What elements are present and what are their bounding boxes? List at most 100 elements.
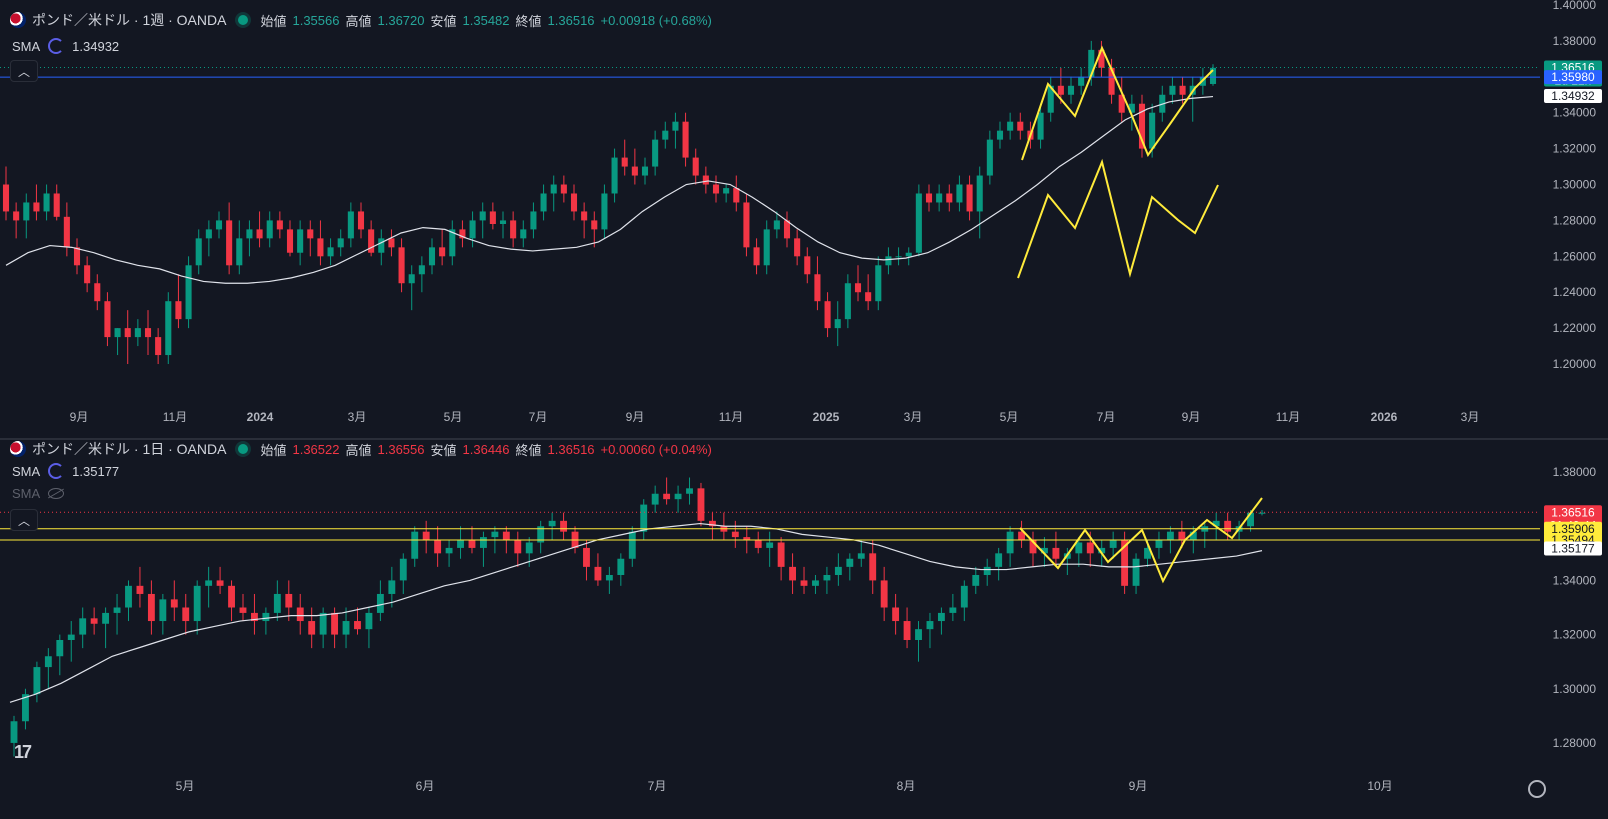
daily-low-value: 1.36446 bbox=[462, 441, 510, 457]
daily-chart-pane[interactable]: 1.380001.360001.340001.320001.300001.280… bbox=[0, 440, 1608, 819]
candle-body bbox=[594, 566, 602, 581]
candle-body bbox=[63, 216, 70, 248]
candle-body bbox=[834, 566, 842, 575]
x-tick-label: 9月 bbox=[1129, 779, 1148, 793]
daily-sma2-legend[interactable]: SMA bbox=[12, 486, 65, 501]
candle-body bbox=[525, 542, 533, 554]
y-tick-label: 1.24000 bbox=[1553, 285, 1597, 299]
candle-body bbox=[144, 328, 152, 338]
gbp-usd-flag-icon bbox=[10, 12, 26, 28]
daily-collapse-legend-button[interactable]: ︿ bbox=[10, 509, 38, 531]
candle-body bbox=[995, 553, 1003, 567]
candle-body bbox=[773, 220, 780, 230]
daily-sma-legend[interactable]: SMA 1.35177 bbox=[12, 463, 119, 479]
candle-body bbox=[723, 188, 730, 194]
candle-body bbox=[1037, 112, 1044, 140]
candle-body bbox=[905, 252, 912, 257]
candle-body bbox=[398, 247, 405, 284]
candle-body bbox=[972, 575, 980, 586]
candle-body bbox=[1067, 85, 1075, 95]
candle-body bbox=[182, 607, 190, 622]
candle-body bbox=[113, 607, 121, 613]
settings-gear-icon[interactable] bbox=[1528, 780, 1546, 798]
zigzag-daily bbox=[1019, 497, 1263, 584]
candle-body bbox=[215, 220, 223, 230]
x-tick-label: 9月 bbox=[1182, 410, 1201, 424]
x-tick-label: 11月 bbox=[1276, 410, 1300, 424]
candle-body bbox=[1052, 547, 1060, 559]
candle-body bbox=[903, 621, 911, 640]
candle-body bbox=[640, 504, 648, 532]
x-tick-label: 9月 bbox=[70, 410, 89, 424]
candle-body bbox=[1138, 103, 1146, 149]
candle-body bbox=[857, 553, 865, 559]
candle-body bbox=[33, 667, 41, 695]
daily-chart-canvas[interactable]: 1.380001.360001.340001.320001.300001.280… bbox=[0, 440, 1608, 819]
y-tick-label: 1.30000 bbox=[1553, 682, 1597, 696]
candle-body bbox=[743, 537, 751, 540]
candle-body bbox=[986, 139, 993, 176]
candle-body bbox=[236, 238, 243, 266]
weekly-chart-pane[interactable]: 1.400001.380001.360001.340001.320001.300… bbox=[0, 0, 1608, 438]
hidden-eye-icon[interactable] bbox=[48, 488, 65, 499]
candle-body bbox=[530, 211, 537, 230]
candle-body bbox=[445, 547, 453, 554]
candle-body bbox=[895, 256, 902, 258]
candle-body bbox=[766, 542, 774, 548]
candle-body bbox=[67, 634, 75, 640]
candle-body bbox=[1047, 85, 1054, 113]
candle-body bbox=[1057, 85, 1064, 95]
zigzag-upper bbox=[1021, 45, 1214, 161]
candle-body bbox=[185, 265, 192, 320]
weekly-symbol-title[interactable]: ポンド／米ドル · 1週 · OANDA bbox=[32, 12, 227, 28]
x-tick-label: 3月 bbox=[348, 410, 367, 424]
gbp-usd-flag-icon bbox=[10, 441, 26, 457]
candle-body bbox=[399, 558, 407, 581]
x-tick-label: 3月 bbox=[904, 410, 923, 424]
candle-body bbox=[754, 539, 762, 548]
weekly-chart-canvas[interactable]: 1.400001.380001.360001.340001.320001.300… bbox=[0, 0, 1608, 438]
candle-body bbox=[43, 193, 50, 212]
candle-body bbox=[925, 193, 933, 203]
weekly-high-value: 1.36720 bbox=[377, 12, 425, 28]
weekly-collapse-legend-button[interactable]: ︿ bbox=[10, 60, 38, 82]
candle-body bbox=[1098, 49, 1105, 68]
candle-body bbox=[763, 229, 770, 266]
daily-open-value: 1.36522 bbox=[292, 441, 340, 457]
candle-body bbox=[960, 585, 968, 608]
y-tick-label: 1.32000 bbox=[1553, 142, 1597, 156]
x-tick-label: 2024 bbox=[247, 410, 274, 424]
candle-body bbox=[266, 220, 273, 239]
chart-background bbox=[0, 0, 1608, 438]
candle-body bbox=[317, 238, 324, 257]
x-tick-label: 3月 bbox=[1461, 410, 1480, 424]
weekly-sma-legend[interactable]: SMA 1.34932 bbox=[12, 38, 119, 54]
candle-body bbox=[327, 247, 334, 257]
candle-body bbox=[90, 618, 98, 624]
candle-body bbox=[56, 640, 64, 657]
candle-body bbox=[136, 585, 144, 594]
candles-group bbox=[2, 40, 1217, 365]
candle-body bbox=[468, 539, 476, 548]
daily-open-label: 始値 bbox=[260, 442, 287, 458]
candle-body bbox=[1108, 67, 1115, 95]
x-tick-label: 10月 bbox=[1367, 779, 1392, 793]
candle-body bbox=[114, 328, 121, 338]
candle-body bbox=[949, 607, 957, 613]
candle-body bbox=[296, 607, 304, 622]
market-open-dot-icon bbox=[238, 444, 249, 454]
tradingview-logo-icon[interactable]: 17 bbox=[14, 742, 32, 762]
chevron-up-icon: ︿ bbox=[17, 64, 30, 79]
pane-divider[interactable] bbox=[0, 438, 1608, 440]
candle-body bbox=[79, 618, 87, 635]
candle-body bbox=[1078, 76, 1085, 86]
daily-symbol-title[interactable]: ポンド／米ドル · 1日 · OANDA bbox=[32, 441, 227, 457]
candle-body bbox=[124, 328, 131, 338]
weekly-high-label: 高値 bbox=[345, 13, 372, 29]
candle-body bbox=[226, 220, 233, 266]
candle-body bbox=[205, 229, 212, 239]
candle-body bbox=[205, 580, 213, 586]
candle-body bbox=[915, 629, 922, 640]
candle-body bbox=[449, 229, 456, 257]
candle-body bbox=[926, 621, 934, 630]
